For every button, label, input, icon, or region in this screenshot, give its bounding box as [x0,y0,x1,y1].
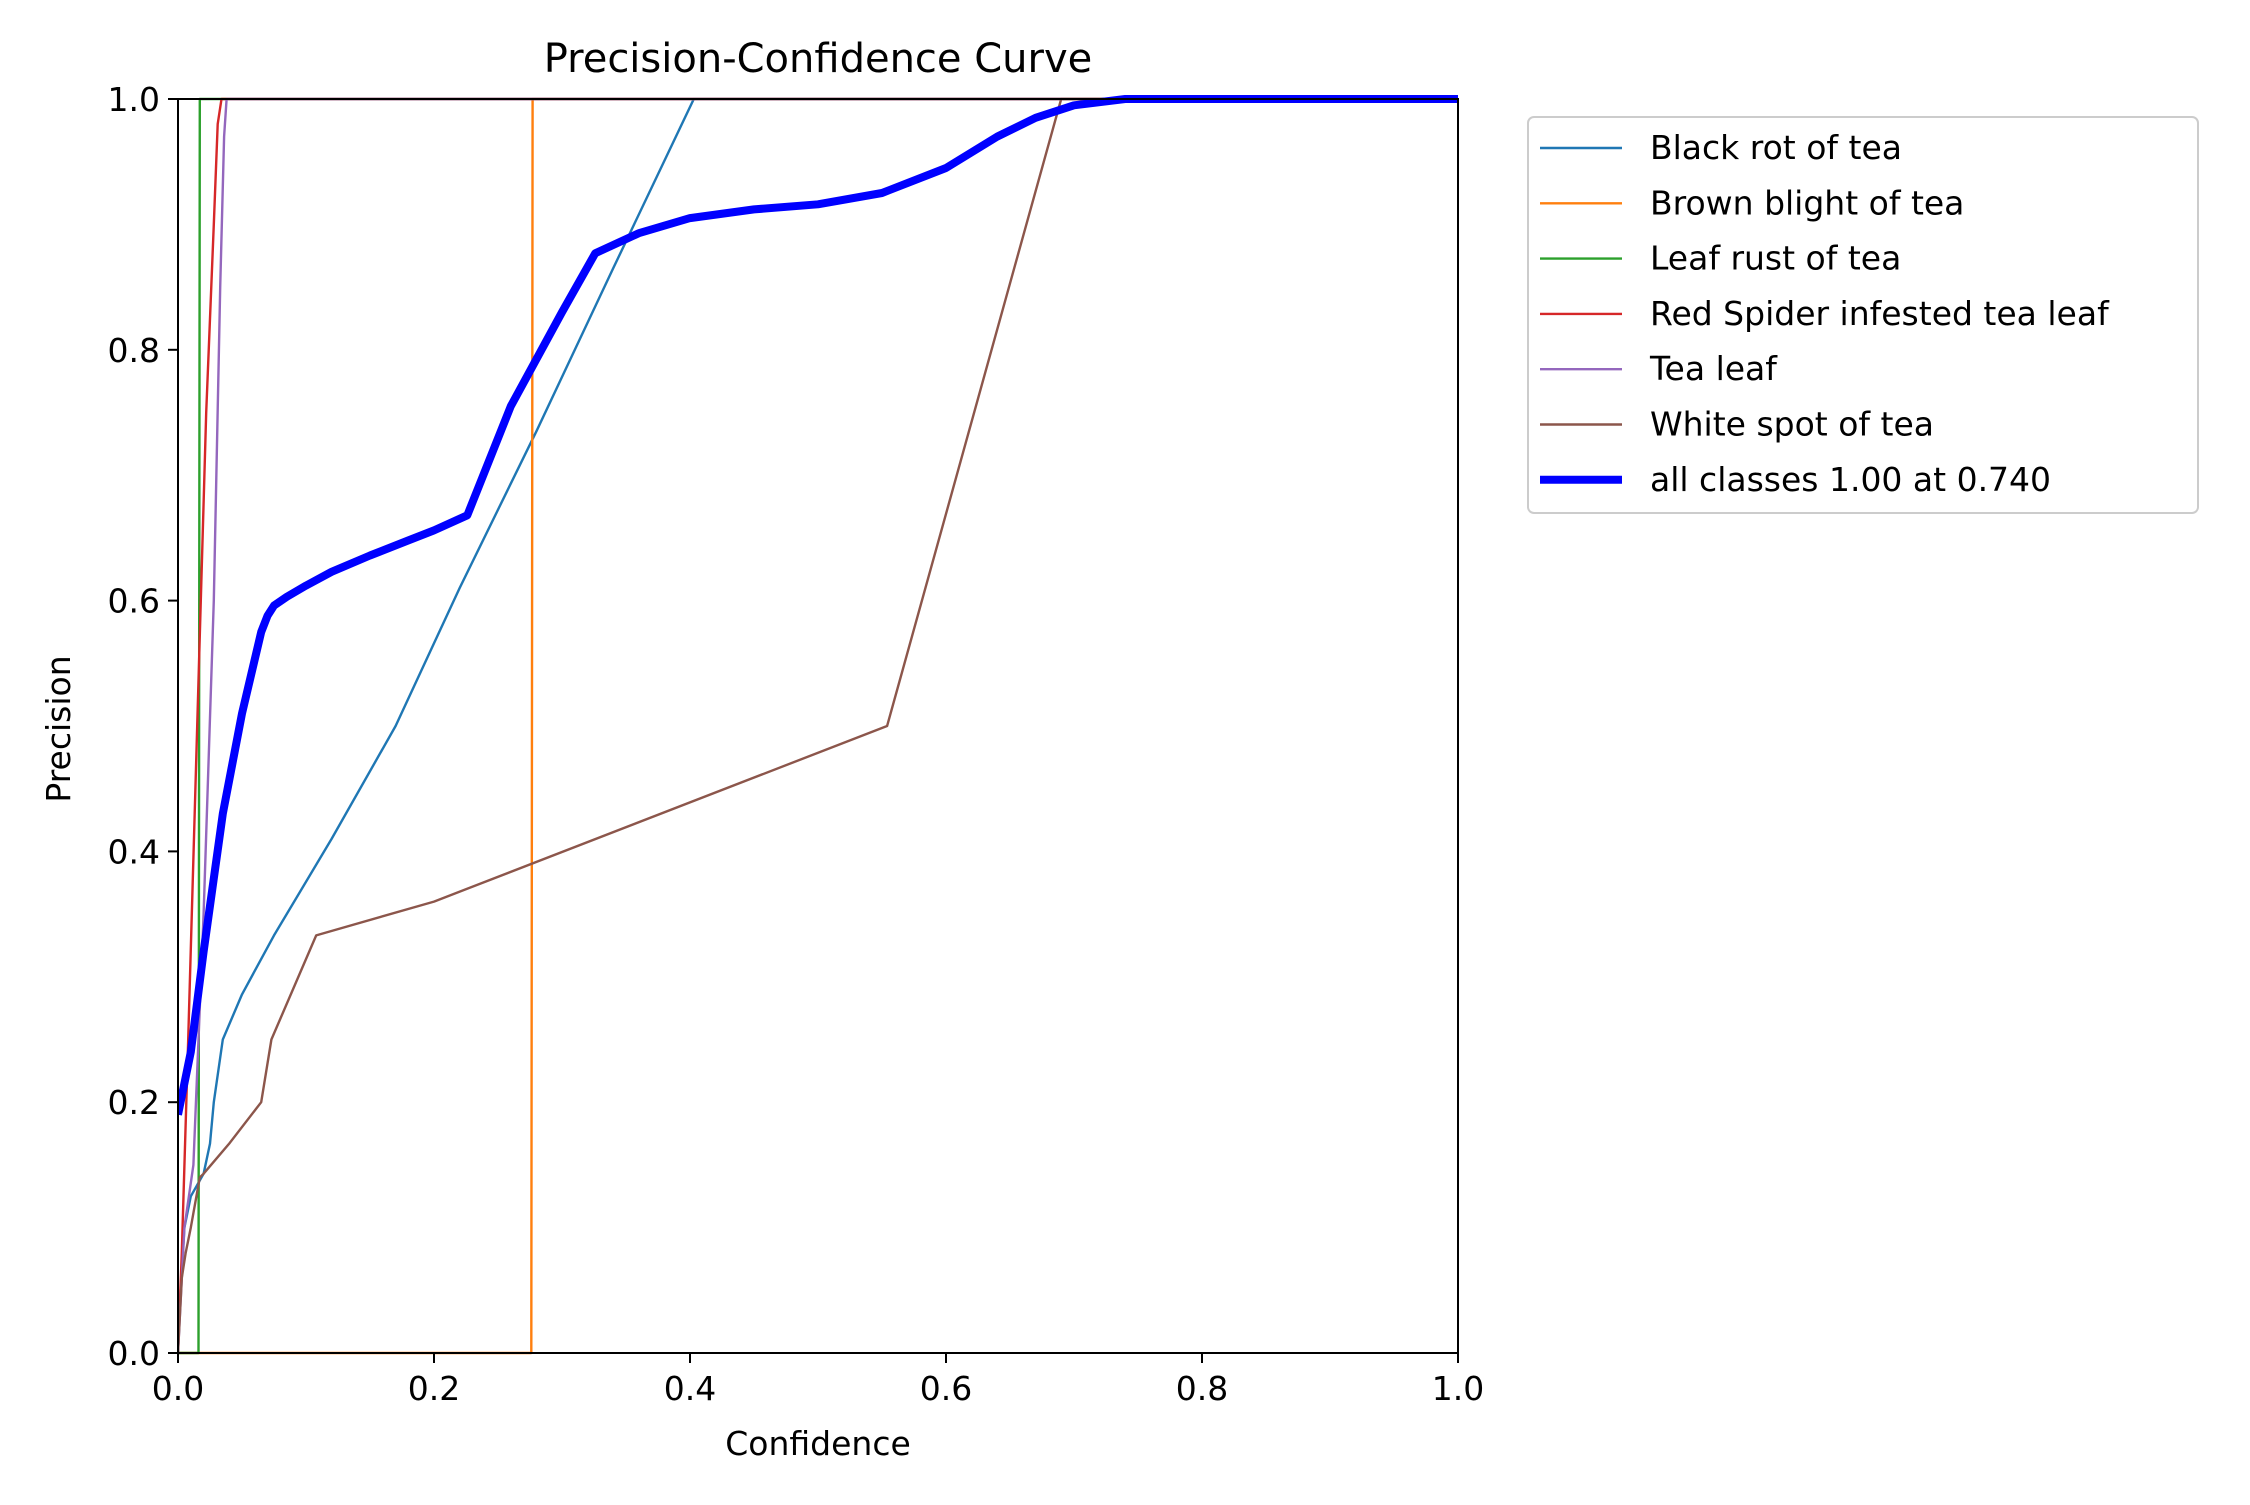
legend-label-1: Brown blight of tea [1650,183,1964,222]
plot-frame [177,98,1459,1354]
plot-background [178,99,1458,1353]
x-tick-label: 0.0 [152,1369,204,1408]
x-axis-label: Confidence [725,1424,911,1463]
legend-items: Black rot of tea Brown blight of tea Leaf … [1540,128,2110,499]
y-axis: 0.0 0.2 0.4 0.6 0.8 1.0 [108,80,178,1373]
x-axis: 0.0 0.2 0.4 0.6 0.8 1.0 [152,1353,1484,1408]
x-tick-label: 1.0 [1432,1369,1484,1408]
x-tick-label: 0.4 [664,1369,716,1408]
legend-frame [1527,116,2199,514]
legend-label-2: Leaf rust of tea [1650,239,1901,278]
y-tick-label: 0.4 [108,832,160,871]
legend-label-0: Black rot of tea [1650,128,1902,167]
x-tick-label: 0.2 [408,1369,460,1408]
legend-label-4: Tea leaf [1649,349,1778,388]
legend-label-5: White spot of tea [1650,405,1934,444]
legend-label-6: all classes 1.00 at 0.740 [1650,460,2051,499]
series-line-5 [178,97,1458,1354]
y-tick-label: 0.2 [108,1083,160,1122]
y-tick-label: 0.8 [108,331,160,370]
y-axis-label: Precision [39,655,78,802]
chart-title: Precision-Confidence Curve [544,36,1093,82]
y-tick-label: 0.0 [108,1334,160,1373]
series-line-6 [178,95,1458,1116]
legend: Black rot of tea Brown blight of tea Leaf … [1527,116,2199,514]
y-tick-label: 1.0 [108,80,160,119]
legend-label-3: Red Spider infested tea leaf [1650,294,2110,333]
x-tick-label: 0.6 [920,1369,972,1408]
x-tick-label: 0.8 [1176,1369,1228,1408]
plot-area [177,95,1459,1355]
y-tick-label: 0.6 [108,582,160,621]
